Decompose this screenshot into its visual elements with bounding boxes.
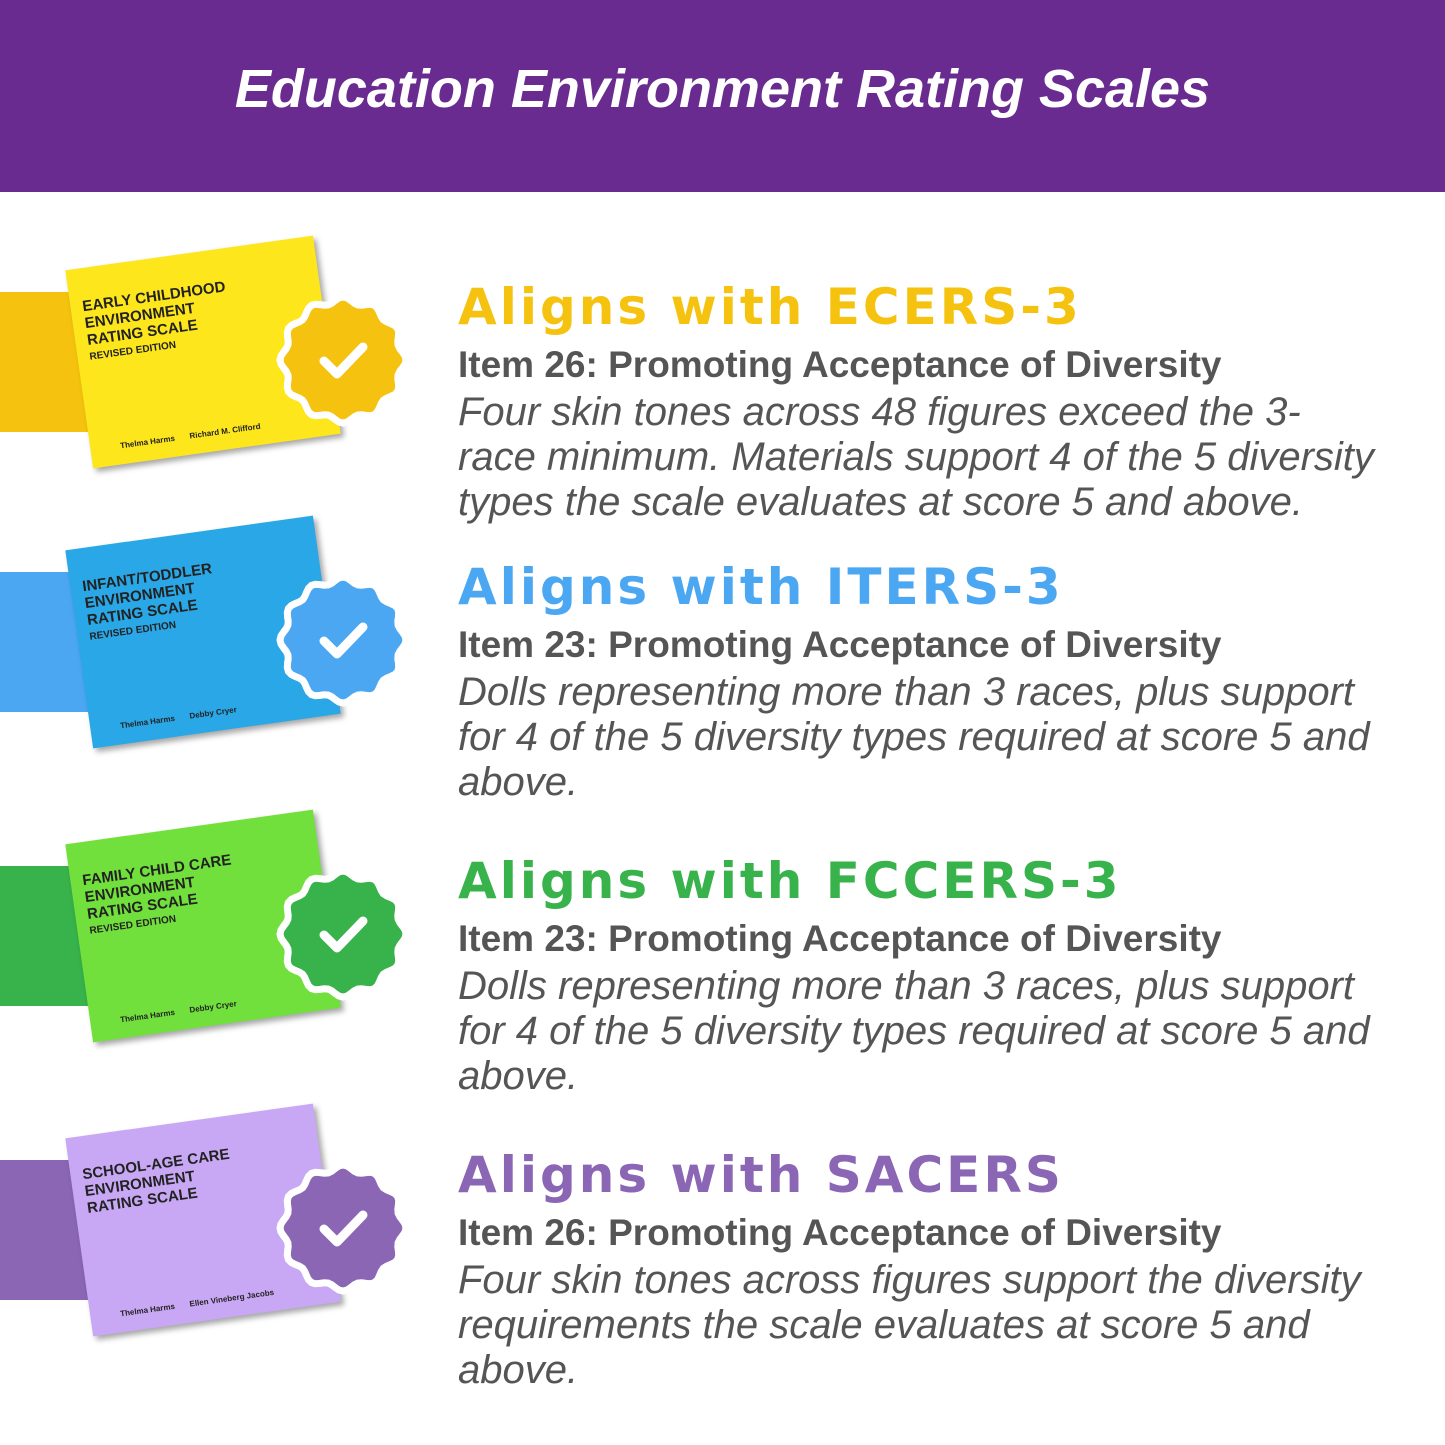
description: Four skin tones across figures support t… (458, 1258, 1361, 1392)
heading: Aligns with ECERS-3 (458, 278, 1082, 336)
cover-author: Debby Cryer (188, 705, 238, 721)
item-title: Item 26: Promoting Acceptance of Diversi… (458, 1212, 1222, 1253)
check-badge (276, 867, 410, 1001)
item-title: Item 23: Promoting Acceptance of Diversi… (458, 918, 1222, 959)
cover-author: Ellen Vineberg Jacobs (188, 1287, 275, 1309)
check-mark (319, 916, 368, 953)
badge-shape (276, 293, 410, 427)
cover-author: Debby Cryer (188, 999, 238, 1015)
check-badge (276, 1161, 410, 1295)
badge-shape (276, 867, 410, 1001)
badge-shape (276, 573, 410, 707)
heading: Aligns with SACERS (458, 1146, 1064, 1204)
badge-shape (276, 1161, 410, 1295)
check-mark (319, 622, 368, 659)
heading: Aligns with FCCERS-3 (458, 852, 1122, 910)
description: Dolls representing more than 3 races, pl… (458, 964, 1370, 1098)
cover-author: Thelma Harms (119, 433, 176, 451)
check-mark (319, 342, 368, 379)
item-title: Item 26: Promoting Acceptance of Diversi… (458, 344, 1222, 385)
item-title: Item 23: Promoting Acceptance of Diversi… (458, 624, 1222, 665)
title: Education Environment Rating Scales (234, 59, 1211, 119)
description: Dolls representing more than 3 races, pl… (458, 670, 1370, 804)
check-mark (319, 1210, 368, 1247)
header: Education Environment Rating Scales (0, 0, 1445, 192)
cover-author: Thelma Harms (119, 1007, 176, 1025)
check-badge (276, 573, 410, 707)
heading: Aligns with ITERS-3 (458, 558, 1064, 616)
check-badge (276, 293, 410, 427)
cover-author: Thelma Harms (119, 713, 176, 731)
description: Four skin tones across 48 figures exceed… (458, 390, 1374, 524)
cover-author: Richard M. Clifford (188, 421, 262, 441)
cover-author: Thelma Harms (119, 1301, 176, 1319)
